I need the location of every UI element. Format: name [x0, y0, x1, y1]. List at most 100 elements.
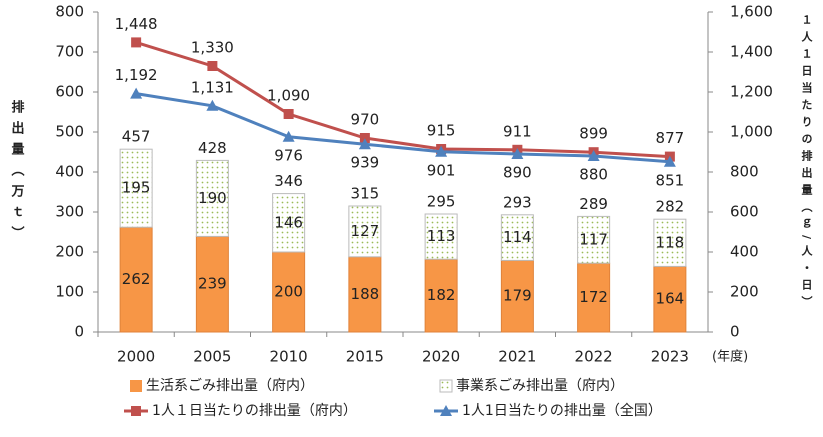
point-label: 911 — [503, 122, 532, 140]
marker — [359, 133, 370, 143]
marker — [587, 150, 600, 161]
point-label: 1,330 — [191, 39, 234, 57]
bar-segment — [577, 215, 611, 264]
bar-label: 172 — [579, 288, 608, 306]
y2-tick-label: 1,000 — [730, 123, 773, 141]
bar-label: 182 — [427, 286, 456, 304]
bar-segment — [500, 259, 534, 333]
point-label: 901 — [427, 161, 456, 179]
point-label: 1,448 — [115, 15, 158, 33]
bar-label: 118 — [656, 233, 685, 251]
point-label: 939 — [351, 154, 380, 172]
point-label: 851 — [656, 171, 685, 189]
total-label: 293 — [503, 193, 532, 211]
bar-segment — [272, 193, 306, 253]
point-label: 880 — [579, 166, 608, 184]
marker — [130, 87, 143, 99]
point-label: 899 — [579, 125, 608, 143]
bar-label: 113 — [427, 227, 456, 245]
y-tick-label: 600 — [55, 83, 84, 101]
x-tick-label: 2000 — [117, 348, 155, 366]
bar-label: 164 — [656, 290, 685, 308]
y2-tick-label: 800 — [730, 163, 759, 181]
bar-segment — [119, 226, 153, 333]
point-label: 915 — [427, 122, 456, 140]
marker — [131, 37, 142, 48]
point-label: 976 — [274, 146, 303, 164]
total-label: 428 — [198, 139, 227, 157]
y2-tick-label: 1,400 — [730, 43, 773, 61]
y-axis-label: 排出量（万ｔ） — [9, 99, 26, 247]
bar-segment — [653, 218, 687, 267]
y2-tick-label: 600 — [730, 203, 759, 221]
total-label: 315 — [351, 185, 380, 203]
bar-segment — [424, 213, 458, 260]
total-label: 457 — [122, 128, 151, 146]
marker — [283, 109, 294, 119]
bar-label: 146 — [274, 213, 303, 231]
total-label: 346 — [274, 172, 303, 190]
x-tick-label: 2023 — [651, 348, 689, 366]
y-tick-label: 200 — [55, 243, 84, 261]
total-label: 282 — [656, 198, 685, 216]
marker — [511, 148, 524, 159]
marker — [207, 61, 218, 71]
bar-label: 188 — [351, 285, 380, 303]
marker — [206, 99, 219, 111]
marker — [435, 145, 448, 157]
y-tick-label: 100 — [55, 283, 84, 301]
total-label: 295 — [427, 193, 456, 211]
x-tick-label: 2020 — [422, 348, 460, 366]
bar-segment — [195, 159, 229, 237]
bar-label: 127 — [351, 222, 380, 240]
bar-segment — [500, 214, 534, 261]
point-label: 890 — [503, 164, 532, 182]
y-tick-label: 800 — [55, 3, 84, 21]
legend-label: 1人１日当たりの排出量（府内） — [152, 403, 357, 419]
legend-swatch — [130, 380, 142, 392]
y-tick-label: 400 — [55, 163, 84, 181]
bar-segment — [424, 258, 458, 333]
line — [135, 40, 670, 159]
legend-label: 事業系ごみ排出量（府内） — [456, 378, 624, 394]
y-tick-label: 700 — [55, 43, 84, 61]
bar-label: 195 — [122, 179, 151, 197]
y2-axis-label: １人１日当たりの排出量（ｇ/人・日） — [800, 14, 814, 313]
y-tick-label: 0 — [74, 323, 84, 341]
x-tick-label: 2010 — [270, 348, 308, 366]
legend-swatch — [439, 379, 453, 393]
point-label: 1,131 — [191, 78, 234, 96]
x-tick-label: 2022 — [575, 348, 613, 366]
bar-label: 117 — [579, 230, 608, 248]
bar-segment — [195, 235, 229, 333]
total-label: 289 — [579, 195, 608, 213]
bar-label: 239 — [198, 275, 227, 293]
bar-segment — [272, 251, 306, 333]
y2-tick-label: 200 — [730, 283, 759, 301]
legend-label: 生活系ごみ排出量（府内） — [146, 378, 314, 394]
bar-label: 200 — [274, 283, 303, 301]
y2-tick-label: 1,200 — [730, 83, 773, 101]
y-tick-label: 300 — [55, 203, 84, 221]
x-tick-label: 2005 — [193, 348, 231, 366]
bar-segment — [348, 205, 382, 258]
x-tick-label: 2021 — [498, 348, 536, 366]
y2-tick-label: 0 — [730, 323, 740, 341]
legend-marker — [131, 406, 141, 416]
line — [135, 92, 670, 164]
x-tick-label: 2015 — [346, 348, 384, 366]
y2-tick-label: 400 — [730, 243, 759, 261]
point-label: 877 — [656, 129, 685, 147]
point-label: 1,192 — [115, 66, 158, 84]
legend-label: 1人1日当たりの排出量（全国） — [462, 402, 662, 419]
bar-segment — [577, 262, 611, 333]
marker — [282, 130, 295, 142]
bar-segment — [119, 148, 153, 228]
legend-marker — [440, 405, 452, 416]
bar-label: 262 — [122, 270, 151, 288]
point-label: 970 — [351, 111, 380, 129]
y-tick-label: 500 — [55, 123, 84, 141]
point-label: 1,090 — [267, 87, 310, 105]
bar-label: 114 — [503, 228, 532, 246]
